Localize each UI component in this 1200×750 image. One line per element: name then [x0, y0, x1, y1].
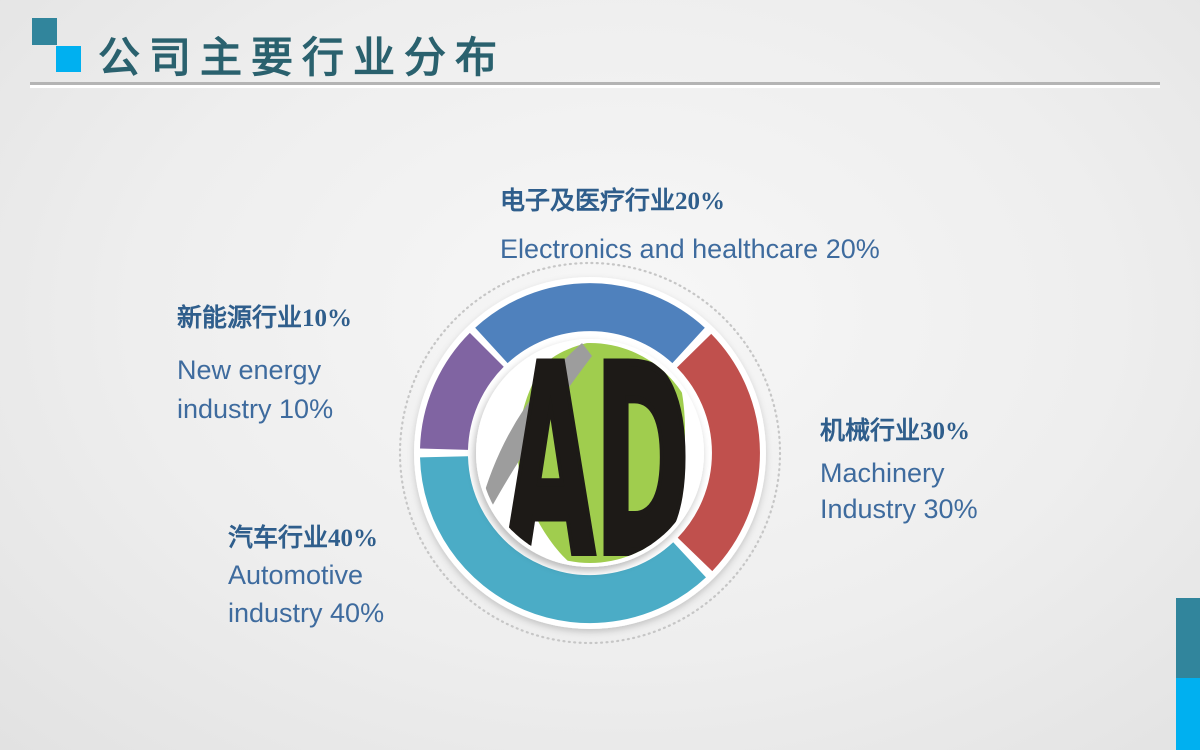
label-electronics: 电子及医疗行业20% Electronics and healthcare 20… — [500, 181, 880, 265]
label-automotive-zh: 汽车行业40% — [228, 525, 379, 552]
label-automotive-en1: Automotive — [228, 560, 364, 590]
edge-accent-bright-icon — [1176, 678, 1200, 750]
label-new-energy-en2: industry 10% — [177, 394, 334, 424]
label-machinery-zh: 机械行业30% — [820, 418, 971, 445]
dotted-outline-circle — [398, 261, 782, 645]
donut-segment-automotive-40 — [420, 455, 706, 624]
accent-square-dark-icon — [32, 18, 57, 45]
label-machinery: 机械行业30% Machinery Industry 30% — [820, 411, 978, 527]
ad-logo: AD — [480, 313, 692, 615]
label-new-energy: 新能源行业10% New energy industry 10% — [177, 298, 352, 429]
label-automotive: 汽车行业40% Automotive industry 40% — [228, 518, 384, 632]
logo-swoosh-shape — [480, 343, 592, 545]
logo-text: AD — [506, 313, 689, 615]
label-electronics-zh: 电子及医疗行业20% — [500, 188, 726, 215]
donut-segment-machinery-30 — [676, 333, 760, 572]
title-underline — [30, 82, 1160, 85]
label-new-energy-en1: New energy — [177, 355, 322, 385]
industry-donut-chart: AD — [398, 261, 782, 645]
accent-square-light-icon — [56, 46, 81, 72]
label-automotive-en2: industry 40% — [228, 598, 385, 628]
label-machinery-en2: Industry 30% — [820, 494, 978, 524]
page-title: 公司主要行业分布 — [98, 34, 507, 81]
label-machinery-en1: Machinery — [820, 458, 945, 488]
donut-segment-newenergy-10 — [420, 332, 505, 451]
edge-accent-dark-icon — [1176, 598, 1200, 678]
donut-segment-electronics-20 — [475, 283, 705, 364]
label-new-energy-zh: 新能源行业10% — [177, 305, 353, 332]
label-electronics-en: Electronics and healthcare 20% — [500, 234, 880, 264]
